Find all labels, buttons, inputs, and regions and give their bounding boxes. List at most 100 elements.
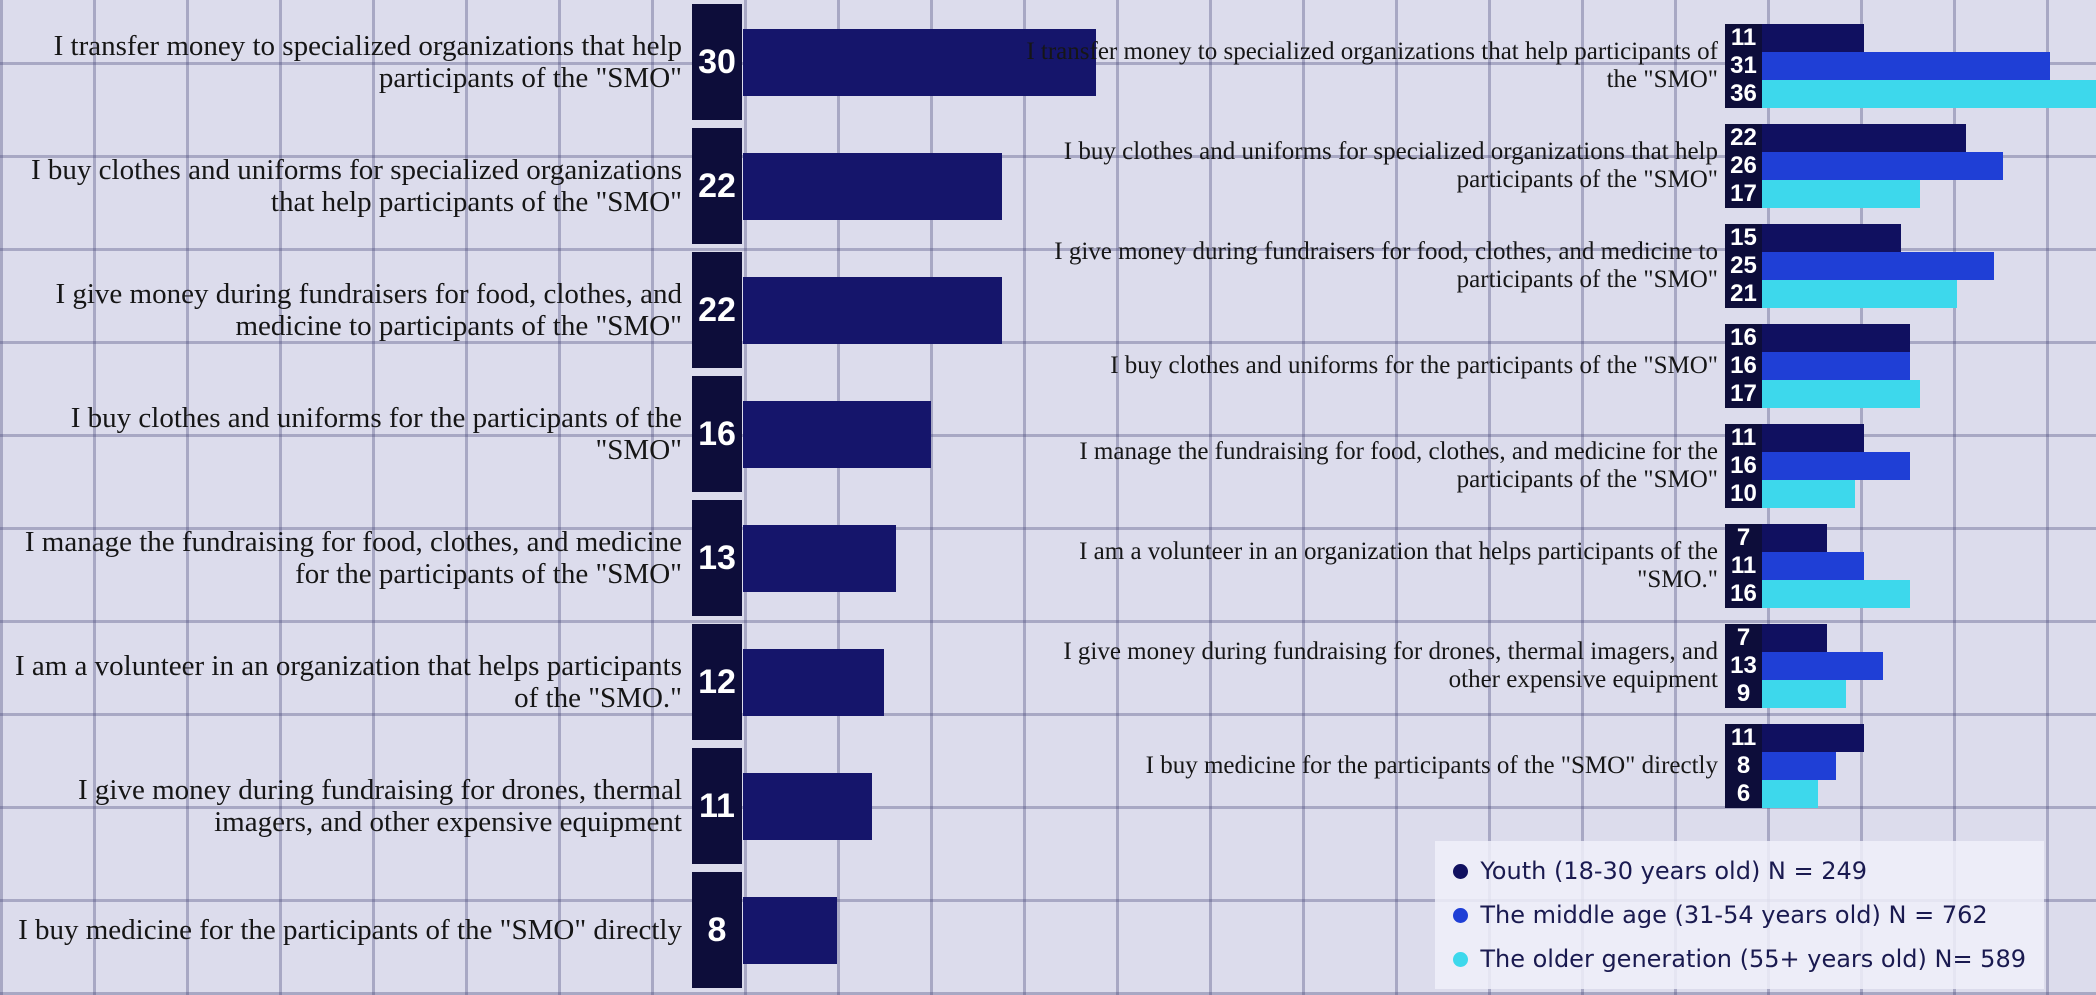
- value-label: 16: [1730, 324, 1757, 351]
- value-label: 17: [1730, 380, 1757, 407]
- category-label: I buy clothes and uniforms for the parti…: [1110, 352, 1718, 379]
- category-label: I buy clothes and uniforms for the parti…: [70, 401, 682, 466]
- category-label: I am a volunteer in an organization that…: [14, 649, 682, 714]
- value-label: 26: [1730, 152, 1757, 179]
- value-box: 12: [692, 624, 742, 740]
- value-label: 11: [1730, 424, 1757, 451]
- bar: [743, 276, 1002, 344]
- bar: [743, 524, 896, 592]
- bar: [1762, 752, 1837, 780]
- value-box: 16 16 17: [1725, 324, 1762, 408]
- bar: [1762, 224, 1902, 252]
- category-label: I buy medicine for the participants of t…: [1145, 752, 1718, 779]
- value-label: 21: [1730, 280, 1757, 307]
- bar: [1762, 324, 1911, 352]
- bar: [743, 648, 885, 716]
- bar: [1762, 780, 1818, 808]
- value-label: 22: [698, 291, 736, 329]
- value-label: 7: [1736, 624, 1751, 651]
- value-label: 9: [1736, 680, 1751, 707]
- bar: [1762, 124, 1967, 152]
- value-box: 11 8 6: [1725, 724, 1762, 808]
- value-label: 10: [1730, 480, 1757, 507]
- legend-label: Youth (18-30 years old) N = 249: [1480, 857, 1868, 885]
- bar: [1762, 380, 1920, 408]
- value-label: 16: [698, 415, 736, 453]
- bar: [1762, 552, 1865, 580]
- bar: [1762, 424, 1865, 452]
- bar: [1762, 352, 1911, 380]
- legend-item: The middle age (31-54 years old) N = 762: [1453, 893, 2026, 937]
- value-label: 12: [698, 663, 736, 701]
- bar: [743, 772, 873, 840]
- value-label: 7: [1736, 524, 1751, 551]
- category-label: I buy clothes and uniforms for specializ…: [31, 153, 682, 218]
- category-label: I manage the fundraising for food, cloth…: [24, 525, 682, 590]
- value-box: 30: [692, 4, 742, 120]
- value-box: 7 13 9: [1725, 624, 1762, 708]
- value-box: 22 26 17: [1725, 124, 1762, 208]
- legend-label: The older generation (55+ years old) N= …: [1480, 945, 2026, 973]
- value-label: 17: [1730, 180, 1757, 207]
- bar: [1762, 524, 1827, 552]
- category-label: I give money during fundraisers for food…: [55, 277, 682, 342]
- category-label: I transfer money to specialized organiza…: [1026, 38, 1718, 93]
- value-label: 15: [1730, 224, 1757, 251]
- category-label: I am a volunteer in an organization that…: [1079, 538, 1718, 593]
- category-label: I give money during fundraisers for food…: [1054, 238, 1718, 293]
- legend-item: The older generation (55+ years old) N= …: [1453, 937, 2026, 981]
- bar: [1762, 480, 1855, 508]
- value-label: 36: [1730, 80, 1757, 107]
- bar: [743, 896, 838, 964]
- value-label: 22: [1730, 124, 1757, 151]
- category-label: I give money during fundraising for dron…: [77, 773, 682, 838]
- value-box: 15 25 21: [1725, 224, 1762, 308]
- value-label: 11: [1730, 24, 1757, 51]
- value-label: 16: [1730, 580, 1757, 607]
- bar: [1762, 680, 1846, 708]
- value-label: 6: [1736, 780, 1751, 807]
- legend-item: Youth (18-30 years old) N = 249: [1453, 849, 2026, 893]
- value-box: 13: [692, 500, 742, 616]
- legend-swatch: [1453, 951, 1469, 967]
- category-label: I buy clothes and uniforms for specializ…: [1063, 138, 1718, 193]
- value-box: 11 16 10: [1725, 424, 1762, 508]
- bar: [1762, 624, 1827, 652]
- value-box: 16: [692, 376, 742, 492]
- bar: [1762, 180, 1920, 208]
- value-box: 7 11 16: [1725, 524, 1762, 608]
- category-label: I buy medicine for the participants of t…: [18, 913, 682, 946]
- value-label: 16: [1730, 452, 1757, 479]
- legend-label: The middle age (31-54 years old) N = 762: [1480, 901, 1988, 929]
- value-label: 8: [707, 911, 727, 949]
- bar: [1762, 24, 1865, 52]
- bar: [1762, 152, 2004, 180]
- category-label: I manage the fundraising for food, cloth…: [1079, 438, 1718, 493]
- category-label: I give money during fundraising for dron…: [1063, 638, 1718, 693]
- legend-swatch: [1453, 863, 1469, 879]
- value-label: 16: [1730, 352, 1757, 379]
- value-label: 11: [699, 787, 735, 825]
- value-box: 22: [692, 252, 742, 368]
- bar: [1762, 652, 1883, 680]
- value-label: 11: [1730, 724, 1757, 751]
- value-label: 25: [1730, 252, 1757, 279]
- bar: [1762, 80, 2096, 108]
- bar: [1762, 52, 2050, 80]
- value-box: 8: [692, 872, 742, 988]
- bar: [1762, 724, 1865, 752]
- bar: [743, 28, 1097, 96]
- bar: [1762, 452, 1911, 480]
- bar: [743, 400, 932, 468]
- bar: [1762, 580, 1911, 608]
- value-label: 31: [1730, 52, 1757, 79]
- value-label: 8: [1736, 752, 1751, 779]
- legend: Youth (18-30 years old) N = 249 The middl…: [1435, 841, 2044, 989]
- legend-swatch: [1453, 907, 1469, 923]
- value-box: 11: [692, 748, 742, 864]
- value-label: 13: [1730, 652, 1757, 679]
- bar: [743, 152, 1002, 220]
- value-box: 22: [692, 128, 742, 244]
- bar: [1762, 280, 1957, 308]
